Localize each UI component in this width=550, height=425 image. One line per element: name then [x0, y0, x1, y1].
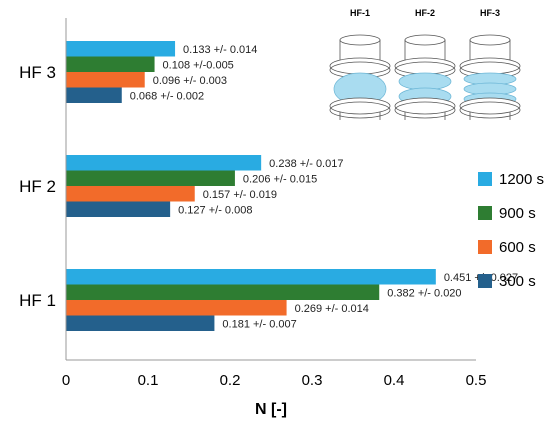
category-labels-group: HF 1 HF 2 HF 3	[19, 63, 56, 310]
legend-label: 900 s	[499, 205, 536, 222]
bar-hf3-1200s	[66, 41, 176, 57]
specimen-hf-2: HF-2	[394, 8, 456, 120]
data-label: 0.181 +/- 0.007	[222, 318, 296, 330]
bar-hf2-300s	[66, 201, 171, 217]
data-label: 0.206 +/- 0.015	[243, 173, 317, 185]
axes-group	[65, 18, 476, 361]
category-label: HF 1	[19, 291, 56, 310]
category-label: HF 3	[19, 63, 56, 82]
data-label: 0.108 +/-0.005	[163, 59, 234, 71]
specimen-hf-3: HF-3	[459, 8, 521, 120]
x-ticks-group: 0 0.1 0.2 0.3 0.4 0.5	[62, 372, 487, 389]
specimen-hf-1: HF-1	[329, 8, 391, 120]
legend-label: 600 s	[499, 239, 536, 256]
specimen-label: HF-2	[415, 8, 435, 18]
bar-hf1-600s	[66, 300, 287, 316]
data-label: 0.133 +/- 0.014	[183, 44, 257, 56]
bars-group	[66, 41, 436, 331]
data-label: 0.096 +/- 0.003	[153, 75, 227, 87]
legend-swatch	[478, 172, 492, 186]
data-label: 0.269 +/- 0.014	[295, 303, 369, 315]
bar-hf3-300s	[66, 87, 122, 103]
bar-hf1-300s	[66, 315, 215, 331]
bar-hf2-1200s	[66, 155, 262, 171]
specimen-label: HF-3	[480, 8, 500, 18]
inset-diagram: HF-1 HF-2 HF-3	[329, 8, 521, 120]
specimen-label: HF-1	[350, 8, 370, 18]
bar-hf1-900s	[66, 284, 380, 300]
bar-hf3-600s	[66, 72, 145, 88]
bar-hf2-900s	[66, 170, 235, 186]
legend-label: 300 s	[499, 273, 536, 290]
bar-hf2-600s	[66, 186, 195, 202]
x-tick-label: 0.1	[138, 372, 159, 389]
legend-label: 1200 s	[499, 171, 544, 188]
data-label: 0.127 +/- 0.008	[178, 204, 252, 216]
legend-swatch	[478, 240, 492, 254]
x-tick-label: 0.3	[302, 372, 323, 389]
x-tick-label: 0.2	[220, 372, 241, 389]
x-tick-label: 0.5	[466, 372, 487, 389]
data-label: 0.157 +/- 0.019	[203, 189, 277, 201]
bar-hf3-900s	[66, 56, 155, 72]
x-axis-title: N [-]	[255, 401, 287, 418]
x-tick-label: 0.4	[384, 372, 405, 389]
legend-swatch	[478, 206, 492, 220]
category-label: HF 2	[19, 177, 56, 196]
data-label: 0.238 +/- 0.017	[269, 158, 343, 170]
x-tick-label: 0	[62, 372, 70, 389]
bar-hf1-1200s	[66, 269, 436, 285]
legend: 1200 s 900 s 600 s 300 s	[478, 171, 544, 290]
data-label: 0.382 +/- 0.020	[387, 287, 461, 299]
legend-swatch	[478, 274, 492, 288]
data-label: 0.068 +/- 0.002	[130, 90, 204, 102]
